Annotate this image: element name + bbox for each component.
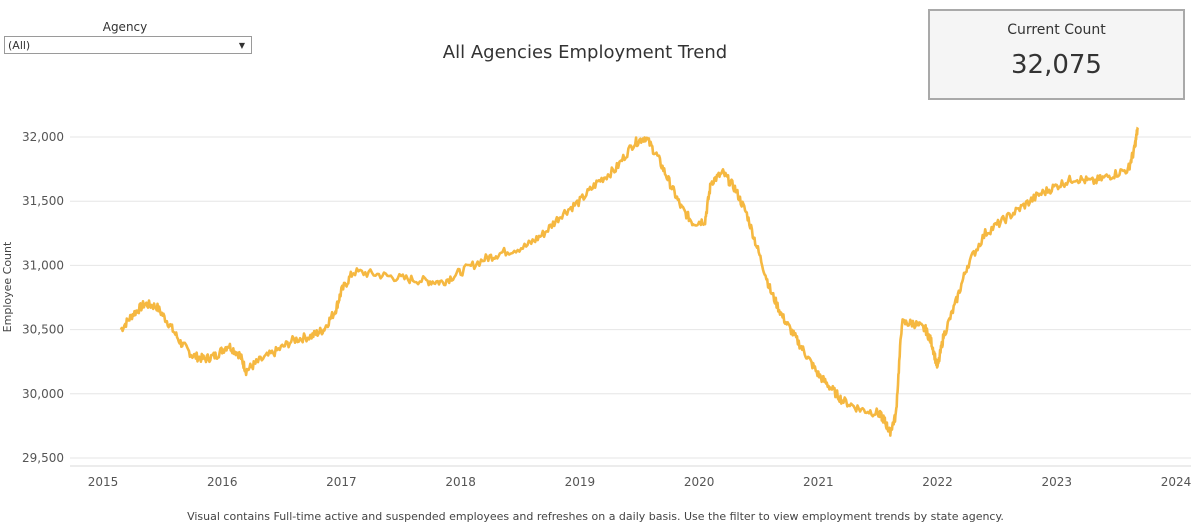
series-line — [119, 126, 1139, 437]
x-tick-label: 2023 — [1042, 475, 1073, 489]
x-tick-label: 2016 — [207, 475, 238, 489]
current-count-card: Current Count 32,075 — [928, 9, 1185, 100]
y-tick-label: 30,500 — [22, 323, 64, 337]
x-tick-label: 2017 — [326, 475, 357, 489]
x-tick-label: 2021 — [803, 475, 834, 489]
y-tick-label: 31,000 — [22, 258, 64, 272]
current-count-label: Current Count — [1007, 22, 1106, 38]
y-tick-label: 29,500 — [22, 451, 64, 465]
chevron-down-icon[interactable]: ▼ — [238, 41, 245, 50]
y-tick-label: 31,500 — [22, 194, 64, 208]
x-tick-label: 2019 — [565, 475, 596, 489]
x-tick-label: 2018 — [445, 475, 476, 489]
current-count-value: 32,075 — [1011, 50, 1102, 80]
x-axis-ticks: 2015 2016 2017 2018 2019 2020 2021 2022 2023 2024 — [88, 475, 1191, 489]
x-tick-label: 2022 — [922, 475, 953, 489]
x-tick-label: 2020 — [684, 475, 715, 489]
y-axis-ticks: 29,500 30,000 30,500 31,000 31,500 32,000 — [22, 130, 64, 465]
agency-filter: Agency (All) ▼ — [4, 20, 252, 54]
agency-dropdown-value: (All) — [8, 39, 31, 52]
x-tick-label: 2015 — [88, 475, 119, 489]
footnote: Visual contains Full-time active and sus… — [187, 510, 1004, 523]
x-tick-label: 2024 — [1161, 475, 1191, 489]
y-tick-label: 32,000 — [22, 130, 64, 144]
chart-gridlines — [70, 136, 1191, 467]
y-axis-label: Employee Count — [1, 241, 14, 332]
agency-filter-label: Agency — [102, 20, 148, 34]
y-tick-label: 30,000 — [22, 387, 64, 401]
chart-title: All Agencies Employment Trend — [442, 42, 728, 63]
agency-dropdown[interactable]: (All) ▼ — [4, 36, 252, 54]
